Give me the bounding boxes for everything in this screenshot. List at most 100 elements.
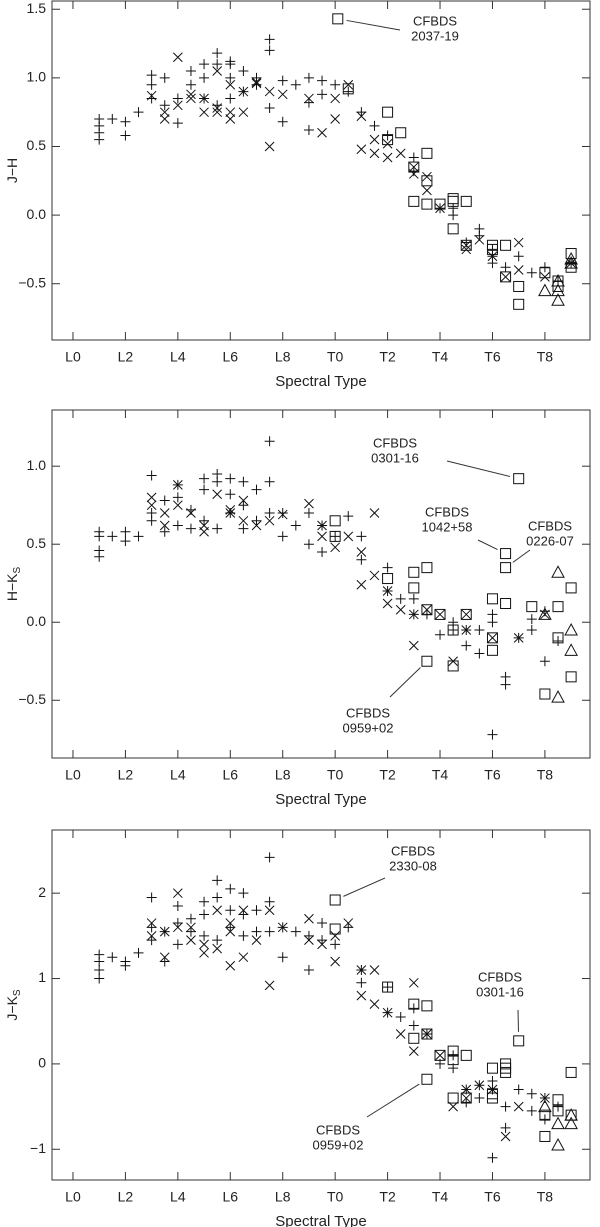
annotation-text: 0301-16 [476,984,524,999]
triangle-marker [564,256,578,269]
y-tick-label: 1.0 [27,69,47,85]
plus-marker [172,918,183,929]
x-tick-label: T2 [379,349,396,365]
cross-marker [487,632,498,643]
plus-marker [303,930,314,941]
cross-marker [382,1007,393,1018]
cross-marker [343,531,354,542]
plus-marker [212,59,223,70]
cross-marker [369,134,380,145]
cross-marker [277,509,288,520]
cross-marker [422,1029,432,1039]
plus-marker [120,116,131,127]
square-marker [513,280,525,292]
cross-marker [330,93,341,104]
plus-marker [225,93,236,104]
square-marker [500,548,512,560]
cross-marker [225,918,236,928]
cross-marker [540,609,550,620]
cross-marker [159,520,170,531]
cross-marker [395,604,406,615]
plus-marker [395,593,406,604]
cross-marker [382,152,393,163]
annotation-text: 2037-19 [411,28,459,43]
square-marker [408,582,420,594]
plus-marker [303,72,314,83]
square-marker [434,198,446,210]
square-marker [526,601,538,613]
plus-marker [264,926,275,937]
annotation-line [343,877,386,897]
square-marker [421,562,433,574]
plus-marker [251,515,262,526]
plus-marker [94,965,105,975]
square-marker [486,1092,498,1104]
plus-marker [356,554,367,565]
plus-marker [487,609,498,620]
cross-marker [422,185,432,196]
y-tick-label: 0 [38,1055,46,1071]
plus-marker [474,648,485,659]
annotation-text: CFBDS [528,518,572,533]
plus-marker [120,956,131,967]
cross-marker [238,515,249,526]
cross-marker [369,508,380,518]
plus-marker [382,130,393,141]
plus-marker [159,100,170,111]
y-tick-label: −1 [30,1140,46,1156]
plus-marker [264,45,275,56]
triangle-marker [551,565,565,578]
annotation-line [477,539,498,551]
cross-marker [225,960,236,971]
cross-marker [238,107,249,118]
plus-marker [330,939,341,950]
cross-marker [330,931,341,941]
square-marker [395,127,407,139]
cross-marker [186,508,196,518]
square-marker [513,473,525,485]
square-marker [486,644,498,656]
square-marker [539,1130,551,1142]
plus-marker [199,484,210,495]
plus-marker [172,520,183,531]
cross-marker [356,965,367,975]
cross-marker [304,93,314,104]
annotation-text: CFBDS [391,843,435,858]
cross-marker [264,86,275,97]
cross-marker [199,520,209,531]
plus-marker [185,79,196,90]
cross-marker [422,171,432,182]
cross-marker [146,90,157,101]
square-marker [329,923,341,935]
plus-marker [474,230,485,241]
cross-marker [264,141,275,152]
plus-marker [487,729,498,740]
cross-marker [448,1101,458,1112]
plus-marker [172,93,183,104]
plus-marker [225,905,236,916]
annotation-text: CFBDS [478,969,522,984]
y-tick-label: 1.0 [27,457,47,473]
plus-marker [225,473,236,484]
y-axis-label-text: H−K [4,573,20,601]
square-marker [460,195,472,207]
x-tick-label: L8 [275,767,291,783]
plus-marker [317,89,328,100]
cross-marker [277,922,288,933]
plus-marker [500,262,511,273]
plus-marker [251,926,262,937]
y-tick-label: 1 [38,969,46,985]
plus-marker [212,468,223,479]
square-marker [447,1092,459,1104]
square-marker [539,1109,551,1121]
plus-marker [146,79,157,90]
plus-marker [185,65,196,76]
x-tick-label: T0 [327,349,344,365]
square-marker [382,106,394,118]
x-tick-label: L4 [170,767,186,783]
square-marker [500,598,512,610]
square-marker [486,1088,498,1100]
square-marker [486,632,498,644]
cross-marker [251,78,262,89]
plus-marker [251,72,262,83]
